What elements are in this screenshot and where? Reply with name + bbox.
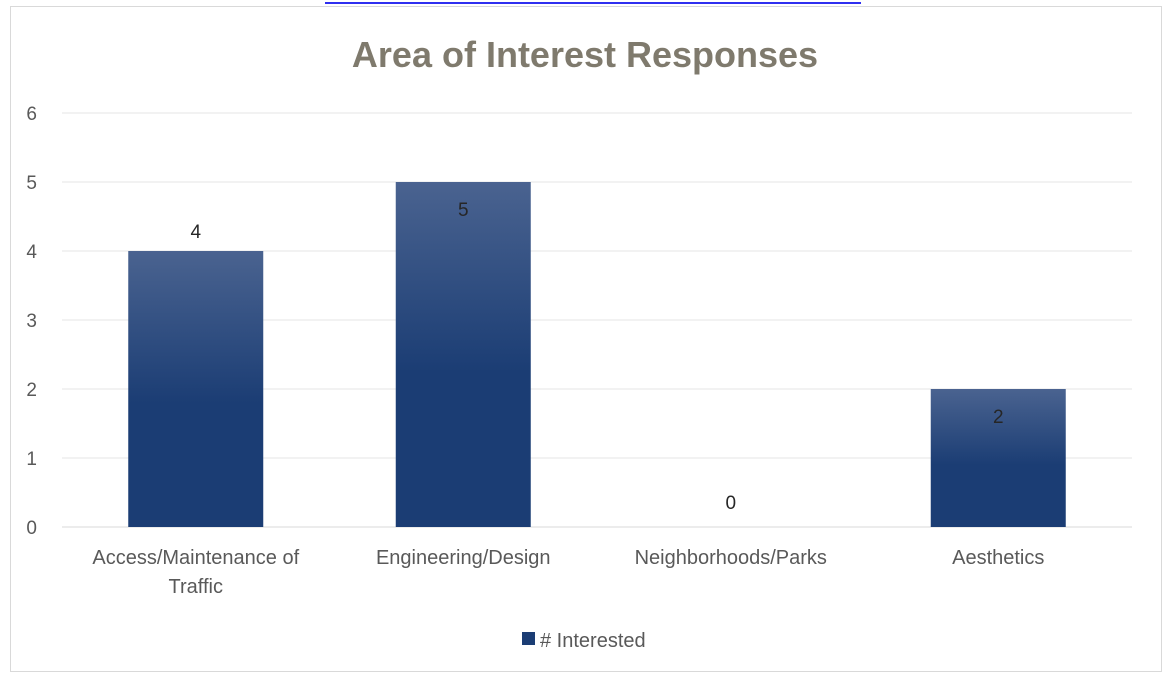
legend: # Interested — [522, 630, 646, 652]
bar — [395, 182, 531, 527]
data-labels: 4 5 0 2 — [190, 200, 1003, 514]
bar — [128, 251, 264, 527]
document-top-strip — [0, 0, 1165, 7]
bar — [930, 389, 1066, 527]
y-axis-ticks: 0 1 2 3 4 5 6 — [26, 104, 37, 539]
y-tick-label: 1 — [26, 449, 37, 470]
data-label: 0 — [725, 493, 736, 514]
chart-title: Area of Interest Responses — [352, 34, 818, 75]
legend-swatch — [522, 632, 535, 645]
legend-label: # Interested — [540, 630, 646, 652]
y-tick-label: 4 — [26, 242, 37, 263]
data-label: 2 — [993, 407, 1004, 428]
y-tick-label: 6 — [26, 104, 37, 125]
data-label: 4 — [190, 222, 201, 243]
x-category-label: Traffic — [169, 576, 223, 598]
hyperlink-underline[interactable] — [325, 2, 861, 4]
x-axis-categories: Access/Maintenance of Traffic Engineering/… — [92, 547, 1044, 598]
x-category-label: Aesthetics — [952, 547, 1044, 569]
y-tick-label: 2 — [26, 380, 37, 401]
y-tick-label: 0 — [26, 518, 37, 539]
bars — [128, 182, 1066, 527]
x-category-label: Engineering/Design — [376, 547, 551, 569]
y-tick-label: 5 — [26, 173, 37, 194]
data-label: 5 — [458, 200, 469, 221]
y-tick-label: 3 — [26, 311, 37, 332]
x-category-label: Access/Maintenance of — [92, 547, 299, 569]
x-category-label: Neighborhoods/Parks — [635, 547, 827, 569]
